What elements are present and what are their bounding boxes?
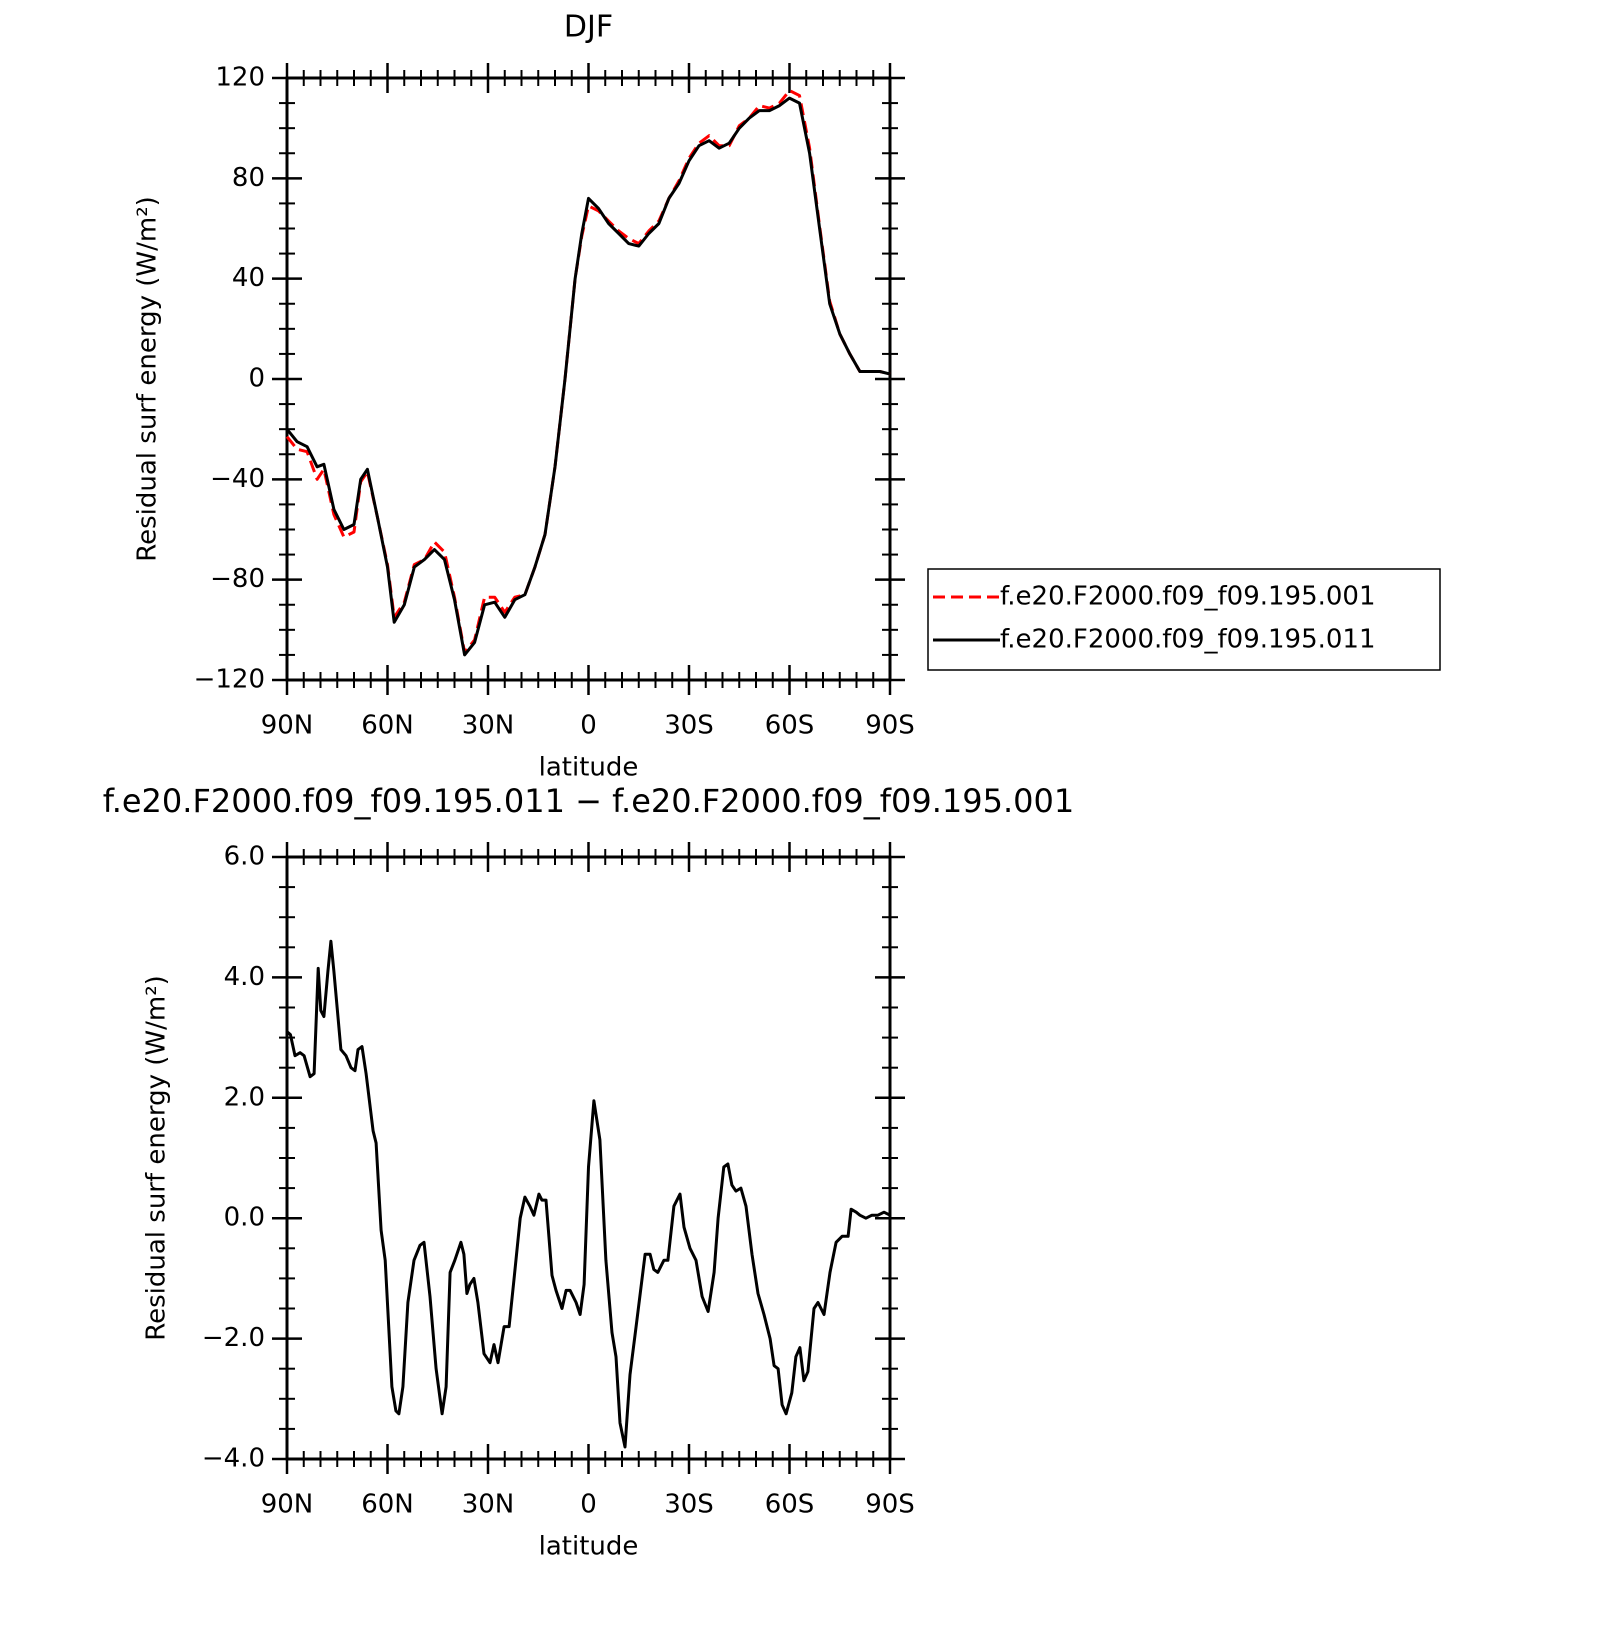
legend-label: f.e20.F2000.f09_f09.195.011 <box>1000 625 1376 655</box>
x-tick-label: 0 <box>580 711 597 741</box>
y-tick-label: 40 <box>232 263 265 293</box>
x-tick-label: 30N <box>462 1490 515 1520</box>
y-axis-label: Residual surf energy (W/m²) <box>133 196 163 562</box>
chart-title: f.e20.F2000.f09_f09.195.011 − f.e20.F200… <box>103 782 1075 820</box>
x-tick-label: 90S <box>865 711 915 741</box>
y-tick-label: 80 <box>232 163 265 193</box>
y-tick-label: −2.0 <box>202 1323 265 1353</box>
x-tick-label: 30S <box>664 711 714 741</box>
chart-title: DJF <box>564 10 613 45</box>
y-tick-label: −40 <box>210 464 265 494</box>
plot-frame <box>285 76 892 682</box>
y-tick-label: 2.0 <box>224 1082 265 1112</box>
x-tick-label: 60S <box>765 711 815 741</box>
y-tick-label: −80 <box>210 564 265 594</box>
y-tick-label: 4.0 <box>224 962 265 992</box>
y-tick-label: 0 <box>248 364 265 394</box>
legend-label: f.e20.F2000.f09_f09.195.001 <box>1000 582 1376 612</box>
x-tick-label: 60N <box>361 1490 414 1520</box>
x-tick-label: 90N <box>261 1490 314 1520</box>
x-axis-label: latitude <box>539 1532 639 1562</box>
y-axis-label: Residual surf energy (W/m²) <box>142 975 172 1341</box>
x-tick-label: 0 <box>580 1490 597 1520</box>
y-tick-label: 120 <box>215 63 265 93</box>
x-axis-label: latitude <box>539 753 639 783</box>
data-line <box>286 939 891 1449</box>
legend-box <box>927 568 1441 671</box>
x-tick-label: 90N <box>261 711 314 741</box>
data-line <box>285 89 891 654</box>
x-tick-label: 30N <box>462 711 515 741</box>
y-tick-label: 6.0 <box>224 842 265 872</box>
y-tick-label: 0.0 <box>224 1203 265 1233</box>
x-tick-label: 30S <box>664 1490 714 1520</box>
x-tick-label: 60S <box>765 1490 815 1520</box>
y-tick-label: −4.0 <box>202 1444 265 1474</box>
x-tick-label: 90S <box>865 1490 915 1520</box>
y-tick-label: −120 <box>194 665 265 695</box>
x-tick-label: 60N <box>361 711 414 741</box>
data-line <box>285 96 891 657</box>
